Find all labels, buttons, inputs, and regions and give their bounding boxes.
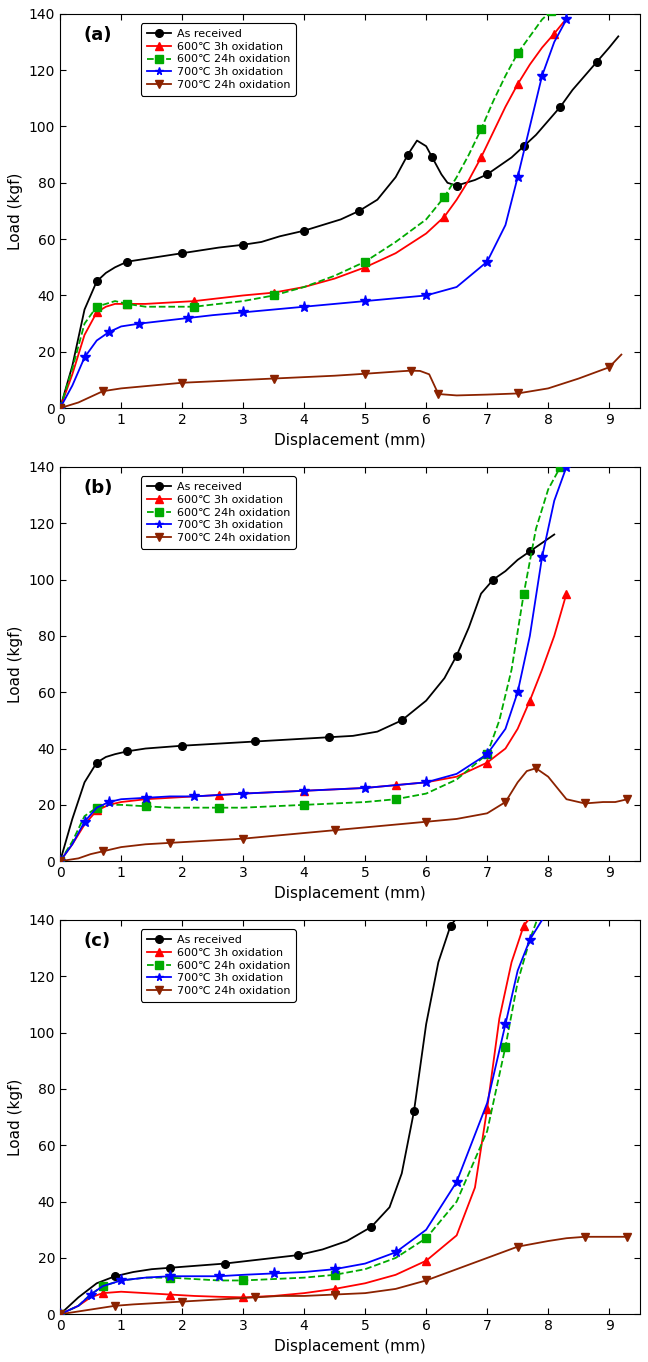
Y-axis label: Load (kgf): Load (kgf) <box>8 172 23 249</box>
Y-axis label: Load (kgf): Load (kgf) <box>8 1079 23 1156</box>
Legend: As received, 600℃ 3h oxidation, 600℃ 24h oxidation, 700℃ 3h oxidation, 700℃ 24h : As received, 600℃ 3h oxidation, 600℃ 24h… <box>141 23 295 95</box>
X-axis label: Displacement (mm): Displacement (mm) <box>274 885 426 900</box>
Y-axis label: Load (kgf): Load (kgf) <box>8 625 23 703</box>
Legend: As received, 600℃ 3h oxidation, 600℃ 24h oxidation, 700℃ 3h oxidation, 700℃ 24h : As received, 600℃ 3h oxidation, 600℃ 24h… <box>141 477 295 549</box>
Text: (c): (c) <box>84 932 110 949</box>
Text: (a): (a) <box>84 26 112 44</box>
X-axis label: Displacement (mm): Displacement (mm) <box>274 433 426 448</box>
Text: (b): (b) <box>84 478 113 497</box>
X-axis label: Displacement (mm): Displacement (mm) <box>274 1339 426 1354</box>
Legend: As received, 600℃ 3h oxidation, 600℃ 24h oxidation, 700℃ 3h oxidation, 700℃ 24h : As received, 600℃ 3h oxidation, 600℃ 24h… <box>141 929 295 1001</box>
